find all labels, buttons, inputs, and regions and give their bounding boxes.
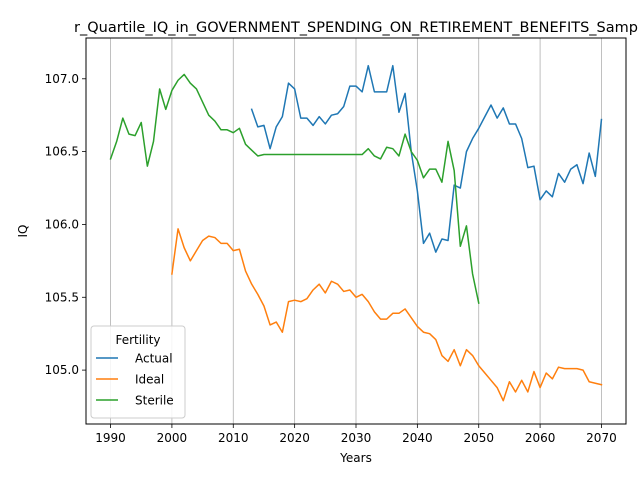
legend-label-actual: Actual: [135, 352, 173, 366]
x-axis-label: Years: [339, 451, 372, 465]
x-tick-label: 2030: [341, 431, 372, 445]
y-tick-label: 105.5: [45, 290, 79, 304]
x-tick-label: 2010: [218, 431, 249, 445]
x-tick-label: 2070: [586, 431, 617, 445]
x-tick-label: 2050: [463, 431, 494, 445]
legend-title: Fertility: [115, 333, 160, 347]
y-tick-label: 105.0: [45, 363, 79, 377]
legend-box: [90, 325, 186, 419]
x-tick-label: 2000: [157, 431, 188, 445]
x-ticks: 1990 2000 2010 2020 2030 2040 2050 2060 2070: [95, 424, 617, 445]
legend-label-ideal: Ideal: [135, 373, 164, 387]
x-tick-label: 2040: [402, 431, 433, 445]
legend: Fertility Actual Ideal Sterile: [90, 325, 186, 419]
x-tick-label: 1990: [95, 431, 126, 445]
y-tick-label: 107.0: [45, 72, 79, 86]
series-line-ideal: [171, 228, 603, 402]
x-tick-label: 2020: [279, 431, 310, 445]
y-tick-label: 106.5: [45, 145, 79, 159]
series-line-actual: [250, 64, 603, 253]
y-ticks: 105.0 105.5 106.0 106.5 107.0: [45, 72, 86, 377]
legend-entries: Actual Ideal Sterile: [96, 352, 174, 408]
legend-label-sterile: Sterile: [135, 394, 174, 408]
series-line-sterile: [109, 73, 480, 304]
y-tick-label: 106.0: [45, 217, 79, 231]
y-axis-label: IQ: [16, 225, 30, 238]
grid-layer: [110, 38, 602, 424]
chart-title: r_Quartile_IQ_in_GOVERNMENT_SPENDING_ON_…: [74, 20, 638, 36]
x-tick-label: 2060: [525, 431, 556, 445]
series-layer: [109, 64, 603, 402]
